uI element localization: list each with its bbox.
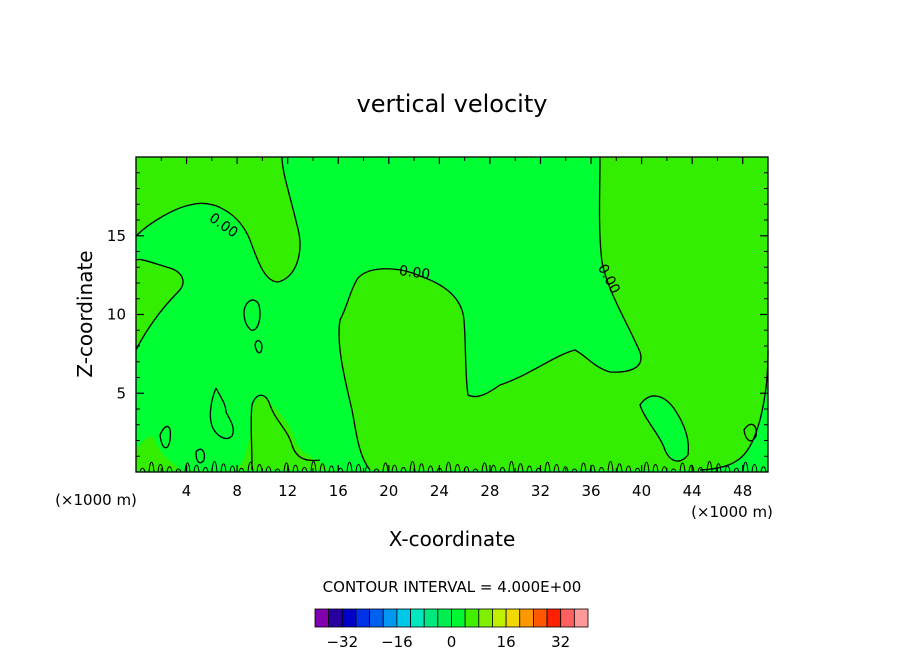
- colorbar-tick-label: 32: [551, 633, 570, 651]
- x-tick-label: 44: [683, 482, 702, 500]
- contour-interval-text: CONTOUR INTERVAL = 4.000E+00: [323, 578, 582, 596]
- colorbar-tick-label: 0: [447, 633, 457, 651]
- colorbar-swatch: [546, 608, 562, 628]
- colorbar-swatch: [314, 608, 330, 628]
- colorbar-swatch: [492, 608, 507, 628]
- contour-line: [135, 258, 184, 351]
- contour-line: [139, 461, 767, 473]
- x-tick-label: 48: [733, 482, 752, 500]
- contour-line: [243, 299, 261, 331]
- contour-line: [699, 349, 769, 471]
- y-tick-label: 15: [107, 227, 126, 245]
- contour-line: [135, 156, 301, 283]
- colorbar-swatch: [355, 608, 371, 628]
- contour-line: [195, 448, 206, 464]
- plot-area: [135, 156, 769, 473]
- x-tick-label: 36: [581, 482, 600, 500]
- contour-line: [743, 423, 757, 442]
- colorbar-swatch: [410, 608, 425, 628]
- colorbar-swatch: [396, 608, 411, 628]
- x-unit-left: (×1000 m): [55, 491, 137, 509]
- x-tick-label: 4: [182, 482, 192, 500]
- colorbar-swatch: [464, 608, 480, 628]
- contour-line: [639, 395, 690, 462]
- y-axis-ticks: 5 10 15: [107, 172, 768, 457]
- colorbar-swatch: [423, 608, 439, 628]
- x-tick-label: 40: [632, 482, 651, 500]
- x-tick-label: 24: [430, 482, 449, 500]
- contour-line: [209, 387, 234, 440]
- contour-line: [159, 425, 172, 449]
- x-axis-ticks: 4 8 12 16 20 24 28 32 36 40 44 48: [160, 157, 752, 500]
- x-tick-label: 12: [278, 482, 297, 500]
- colorbar-tick-label: −16: [381, 633, 413, 651]
- contour-line: [250, 394, 321, 471]
- colorbar-swatch: [369, 608, 384, 628]
- colorbar-swatch: [382, 608, 398, 628]
- y-tick-label: 5: [116, 384, 126, 402]
- zero-contour-lines: [135, 156, 769, 473]
- x-tick-label: 32: [531, 482, 550, 500]
- colorbar-swatch: [505, 608, 521, 628]
- positive-velocity-region: [136, 157, 641, 470]
- x-tick-label: 8: [232, 482, 242, 500]
- colorbar-swatch: [560, 608, 575, 628]
- colorbar-swatch: [437, 608, 452, 628]
- colorbar-tick-labels: −32 −16 0 16 32: [326, 633, 570, 651]
- x-tick-label: 16: [329, 482, 348, 500]
- colorbar-tick-label: 16: [497, 633, 516, 651]
- colorbar-swatch: [478, 608, 493, 628]
- positive-velocity-region: [244, 300, 261, 331]
- x-tick-label: 28: [480, 482, 499, 500]
- contour-label: 0.00: [398, 263, 431, 283]
- chart-title: vertical velocity: [357, 90, 548, 118]
- colorbar-swatch: [519, 608, 534, 628]
- x-unit-right: (×1000 m): [691, 503, 773, 521]
- y-axis-label: Z-coordinate: [73, 250, 97, 377]
- colorbar-swatch: [533, 608, 548, 628]
- x-tick-label: 20: [379, 482, 398, 500]
- colorbar-swatch: [328, 608, 343, 628]
- colorbar-swatch: [451, 608, 466, 628]
- colorbar-swatch: [573, 608, 589, 628]
- contour-line: [338, 156, 642, 471]
- colorbar-tick-label: −32: [326, 633, 358, 651]
- colorbar: [314, 608, 589, 628]
- contour-line: [254, 340, 263, 354]
- y-tick-label: 10: [107, 306, 126, 324]
- x-axis-label: X-coordinate: [389, 527, 516, 551]
- colorbar-swatch: [341, 608, 357, 628]
